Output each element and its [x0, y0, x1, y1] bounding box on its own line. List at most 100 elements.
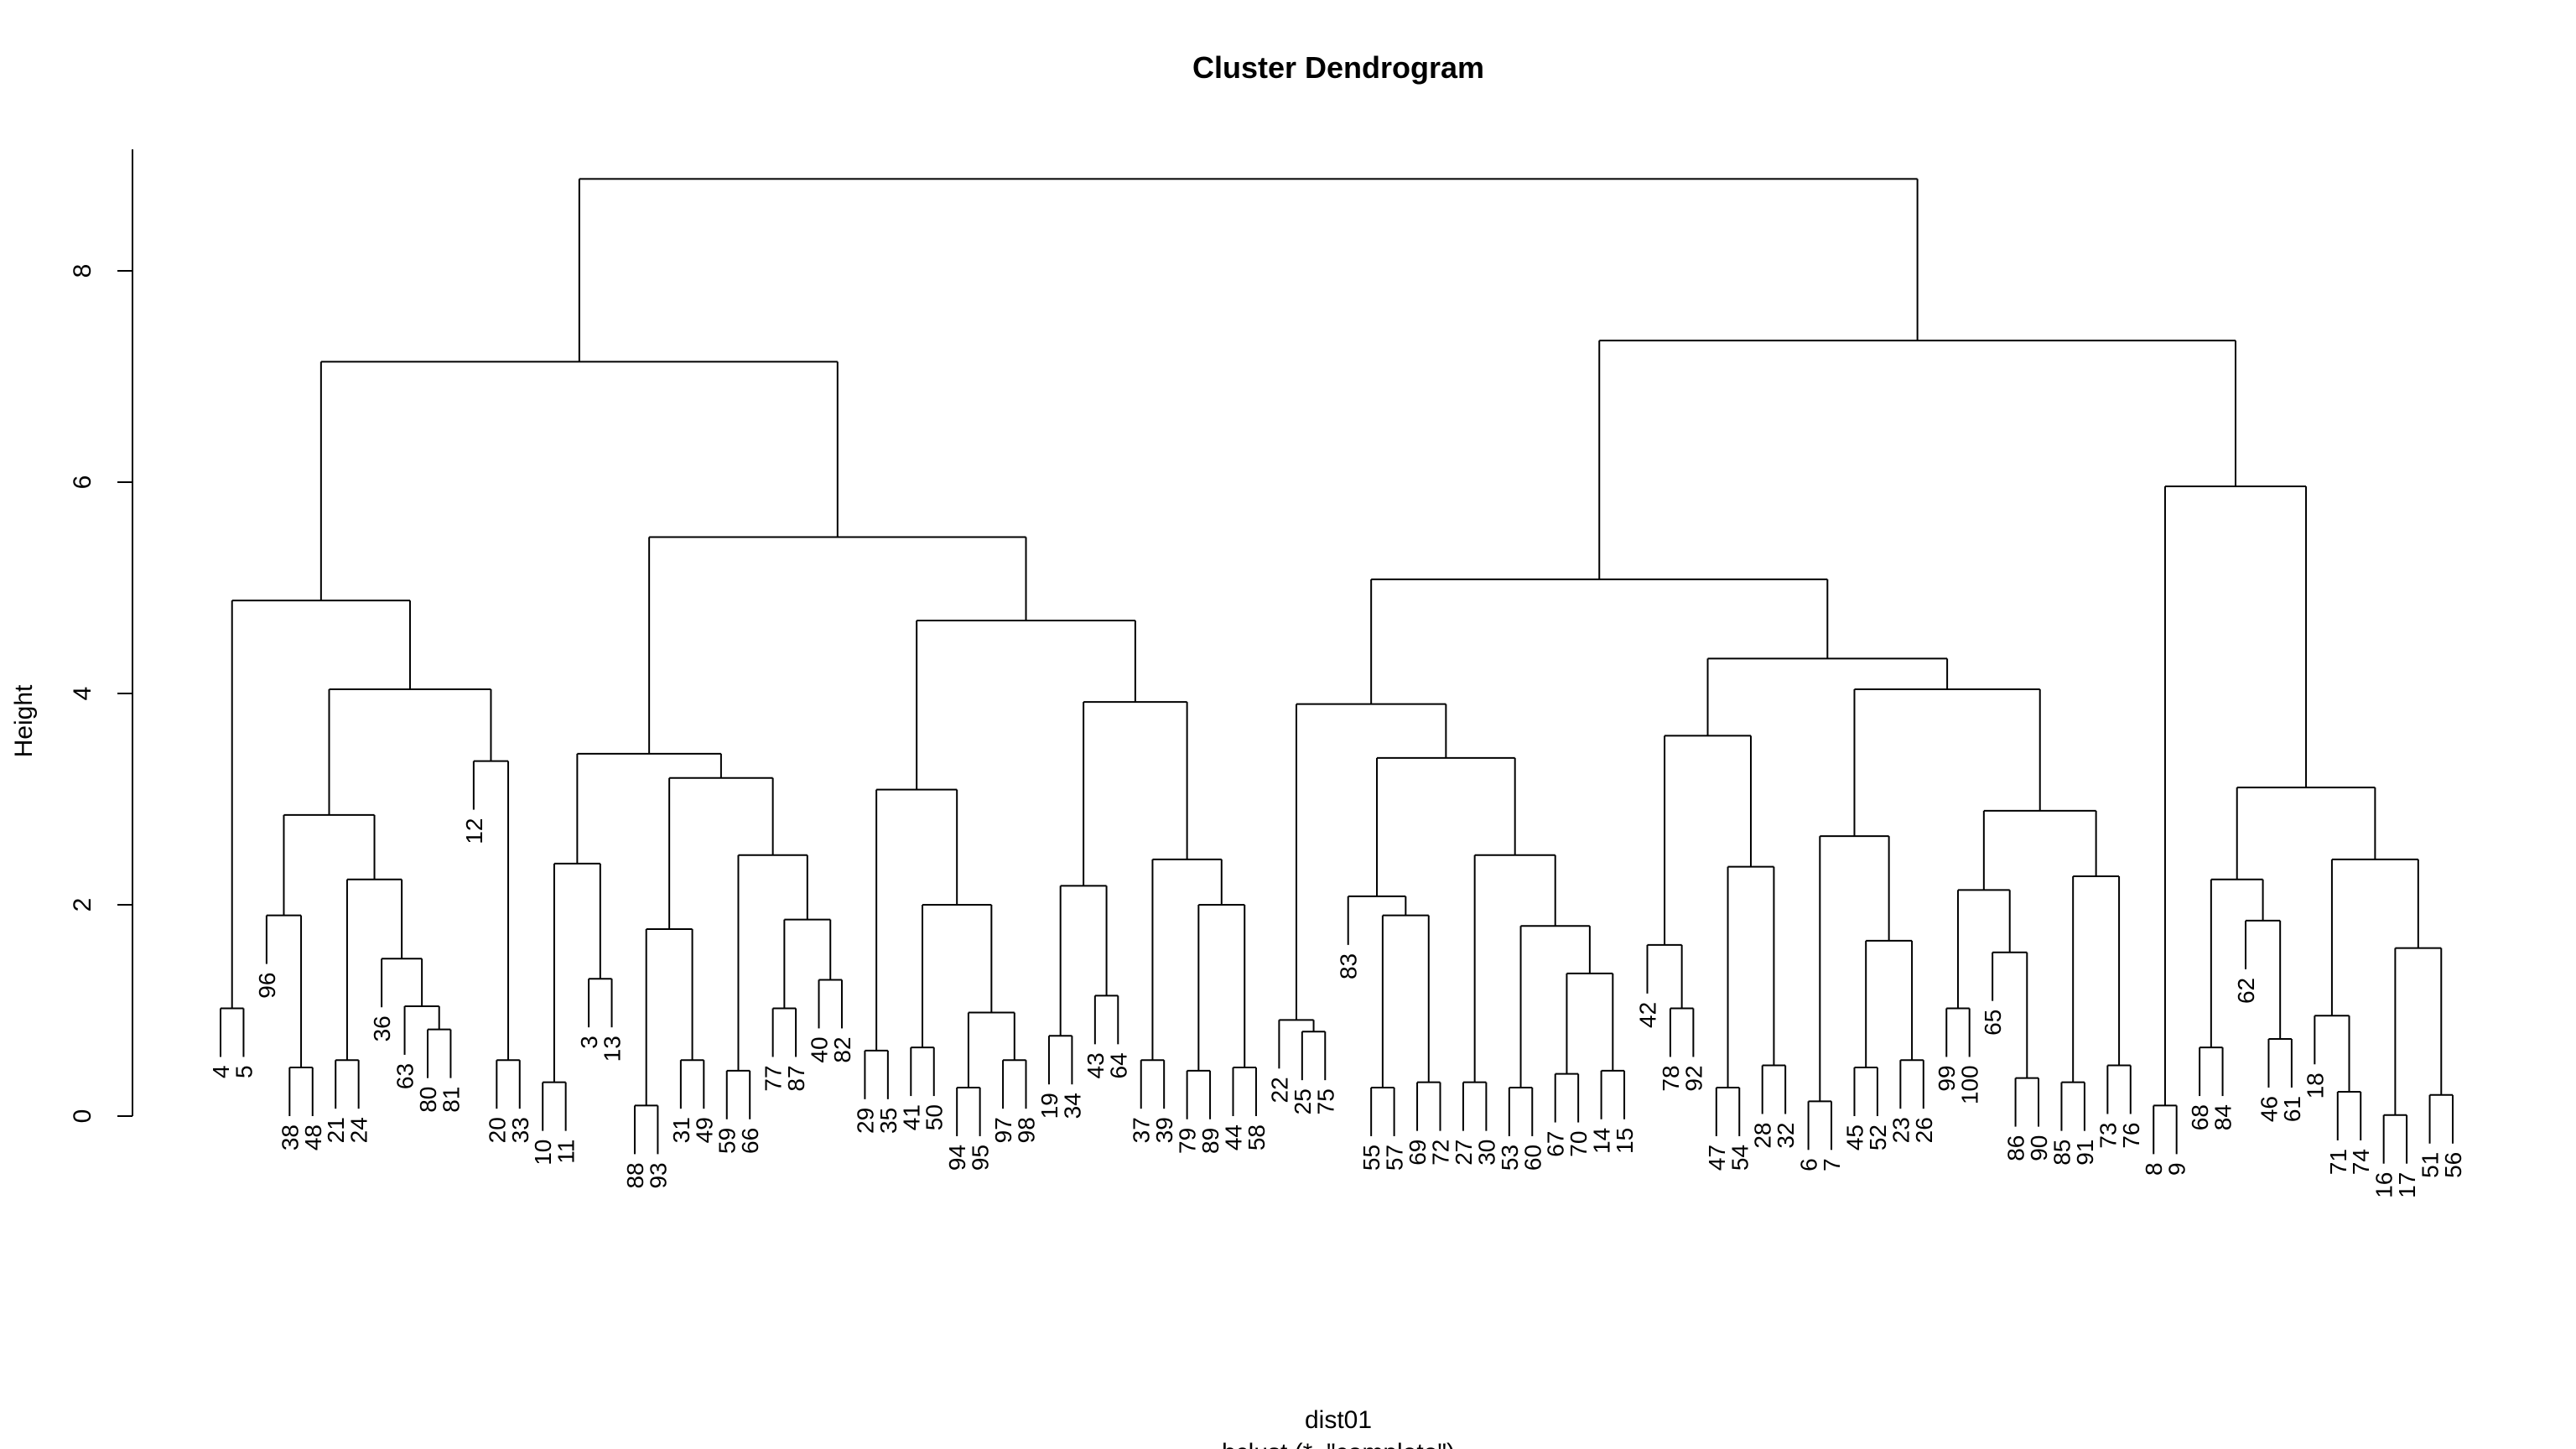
leaf-label: 33: [507, 1117, 533, 1143]
leaf-label: 72: [1427, 1140, 1453, 1166]
leaf-label: 24: [346, 1117, 372, 1143]
chart-title: Cluster Dendrogram: [1192, 50, 1484, 85]
leaf-label: 53: [1497, 1145, 1523, 1171]
leaf-label: 38: [277, 1124, 303, 1150]
leaf-label: 85: [2049, 1140, 2075, 1166]
leaf-label: 8: [2141, 1162, 2167, 1176]
leaf-label: 73: [2095, 1122, 2121, 1148]
leaf-label: 32: [1773, 1122, 1799, 1148]
leaf-label: 40: [807, 1036, 833, 1062]
leaf-label: 61: [2279, 1096, 2305, 1122]
leaf-label: 34: [1059, 1093, 1085, 1119]
leaf-labels: 4538489621248081633620331210113138893314…: [208, 818, 2466, 1198]
leaf-label: 83: [1336, 953, 1362, 979]
leaf-label: 57: [1382, 1145, 1408, 1171]
leaf-label: 11: [553, 1140, 579, 1164]
leaf-label: 12: [461, 818, 487, 844]
x-axis-subtitle: hclust (*, "complete"): [1222, 1439, 1455, 1449]
y-axis-label: Height: [10, 684, 38, 757]
leaf-label: 92: [1680, 1065, 1706, 1091]
leaf-label: 59: [714, 1128, 740, 1154]
leaf-label: 99: [1934, 1065, 1960, 1091]
leaf-label: 58: [1244, 1124, 1270, 1150]
leaf-label: 96: [254, 973, 280, 999]
leaf-label: 95: [968, 1145, 994, 1171]
leaf-label: 84: [2210, 1104, 2236, 1130]
leaf-label: 50: [922, 1104, 948, 1130]
leaf-label: 51: [2418, 1152, 2444, 1178]
leaf-label: 90: [2026, 1135, 2052, 1161]
leaf-label: 80: [415, 1087, 441, 1113]
leaf-label: 97: [990, 1117, 1016, 1143]
leaf-label: 82: [829, 1036, 855, 1062]
leaf-label: 91: [2072, 1140, 2098, 1166]
leaf-label: 86: [2003, 1135, 2029, 1161]
leaf-label: 60: [1519, 1145, 1545, 1171]
y-tick-label: 6: [69, 475, 96, 490]
leaf-label: 66: [737, 1128, 763, 1154]
leaf-label: 31: [668, 1117, 694, 1143]
leaf-label: 76: [2118, 1122, 2144, 1148]
leaf-label: 14: [1589, 1128, 1615, 1154]
leaf-label: 75: [1312, 1088, 1338, 1114]
leaf-label: 16: [2371, 1172, 2397, 1198]
leaf-label: 29: [852, 1108, 878, 1134]
leaf-label: 37: [1129, 1117, 1155, 1143]
leaf-label: 26: [1911, 1117, 1937, 1143]
leaf-label: 35: [875, 1108, 901, 1134]
leaf-label: 21: [323, 1117, 349, 1143]
leaf-label: 74: [2348, 1149, 2374, 1175]
leaf-label: 4: [208, 1065, 234, 1078]
leaf-label: 6: [1796, 1158, 1822, 1171]
y-axis: 0 2 4 6 8: [69, 149, 133, 1123]
leaf-label: 88: [622, 1162, 648, 1188]
leaf-label: 13: [600, 1036, 626, 1062]
leaf-label: 52: [1865, 1124, 1891, 1150]
leaf-label: 55: [1358, 1145, 1384, 1171]
leaf-label: 54: [1727, 1145, 1753, 1171]
leaf-label: 62: [2233, 978, 2259, 1004]
leaf-label: 79: [1175, 1128, 1201, 1154]
leaf-label: 81: [438, 1087, 464, 1113]
leaf-label: 64: [1105, 1052, 1131, 1078]
leaf-label: 22: [1266, 1077, 1292, 1103]
leaf-label: 28: [1750, 1122, 1776, 1148]
leaf-label: 7: [1819, 1158, 1845, 1171]
leaf-label: 41: [898, 1104, 924, 1130]
leaf-label: 45: [1841, 1124, 1867, 1150]
leaf-label: 68: [2187, 1104, 2213, 1130]
leaf-label: 43: [1083, 1052, 1109, 1078]
leaf-label: 78: [1658, 1065, 1684, 1091]
leaf-label: 94: [944, 1145, 970, 1171]
leaf-label: 17: [2394, 1172, 2420, 1198]
leaf-label: 15: [1612, 1128, 1638, 1154]
y-tick-label: 4: [69, 687, 96, 701]
leaf-label: 47: [1704, 1145, 1730, 1171]
leaf-label: 63: [392, 1063, 418, 1089]
leaf-label: 77: [761, 1065, 787, 1091]
leaf-label: 48: [300, 1124, 326, 1150]
leaf-label: 67: [1543, 1131, 1569, 1157]
leaf-label: 20: [484, 1117, 510, 1143]
leaf-label: 98: [1014, 1117, 1040, 1143]
leaf-label: 100: [1957, 1065, 1983, 1104]
leaf-label: 30: [1473, 1140, 1499, 1166]
leaf-label: 25: [1290, 1088, 1316, 1114]
y-tick-label: 2: [69, 898, 96, 912]
leaf-label: 69: [1405, 1140, 1431, 1166]
leaf-label: 3: [576, 1036, 602, 1049]
leaf-label: 19: [1036, 1093, 1062, 1119]
leaf-label: 9: [2164, 1162, 2190, 1176]
x-axis-label: dist01: [1305, 1406, 1372, 1434]
leaf-label: 56: [2440, 1152, 2466, 1178]
leaf-label: 36: [369, 1015, 395, 1041]
leaf-label: 93: [645, 1162, 671, 1188]
leaf-label: 65: [1980, 1010, 2006, 1036]
leaf-label: 42: [1634, 1002, 1660, 1028]
leaf-label: 87: [783, 1065, 809, 1091]
leaf-label: 70: [1566, 1131, 1592, 1157]
leaf-label: 89: [1197, 1128, 1223, 1154]
leaf-label: 71: [2325, 1149, 2351, 1175]
y-tick-label: 8: [69, 264, 96, 278]
